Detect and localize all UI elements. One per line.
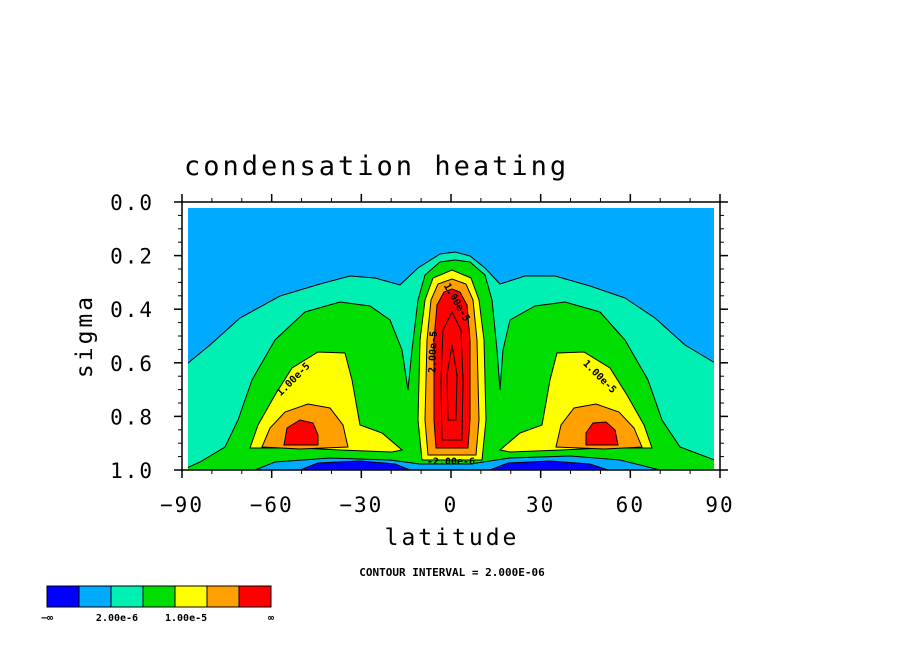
x-tick-label: 30 [526,493,555,517]
y-tick-label: 1.0 [110,459,154,483]
legend-label: 1.00e-5 [165,613,207,624]
y-tick-label: 0.8 [110,405,154,429]
contour-band-red-left [283,419,319,446]
color-legend: −∞ 2.00e-6 1.00e-5 ∞ [41,585,274,624]
y-tick-label: 0.0 [110,191,154,215]
contour-band-red-right [585,421,619,446]
contour-label: 2.00e-5 [427,331,439,374]
x-axis: −90 −60 −30 0 30 60 90 [160,194,734,517]
plot-left-gap [182,202,188,470]
legend-swatch [46,585,80,608]
plot-top-gap [182,202,720,208]
y-axis-label: sigma [72,294,98,378]
legend-swatch [78,585,112,608]
x-tick-label: 0 [444,493,459,517]
legend-swatch [238,585,272,608]
y-axis: 0.0 0.2 0.4 0.6 0.8 1.0 [110,191,728,483]
contour-line-inner-2 [446,344,458,421]
contour-field [182,202,720,470]
x-tick-label: −90 [160,493,204,517]
y-tick-label: 0.2 [110,245,154,269]
contour-label: -2.00e-6 [427,457,475,468]
legend-swatch [142,585,176,608]
y-tick-label: 0.4 [110,298,154,322]
legend-label: ∞ [268,613,274,624]
legend-label: 2.00e-6 [96,613,138,624]
contour-band-red-eq [433,288,471,449]
contour-band-surface-darkblue-right [489,460,609,470]
chart-title: condensation heating [184,151,569,182]
x-tick-label: −30 [339,493,383,517]
legend-swatch [110,585,144,608]
plot-right-gap [714,202,720,470]
y-tick-label: 0.6 [110,352,154,376]
legend-label: −∞ [41,613,53,624]
x-tick-label: 60 [616,493,645,517]
contour-band-surface-darkblue-left [299,460,411,470]
x-axis-label: latitude [385,525,520,551]
contour-interval: CONTOUR INTERVAL = 2.000E-06 [359,566,545,579]
legend-swatch [206,585,240,608]
contour-line-inner-1 [440,310,464,441]
x-tick-label: −60 [250,493,294,517]
legend-swatch [174,585,208,608]
x-tick-label: 90 [705,493,734,517]
